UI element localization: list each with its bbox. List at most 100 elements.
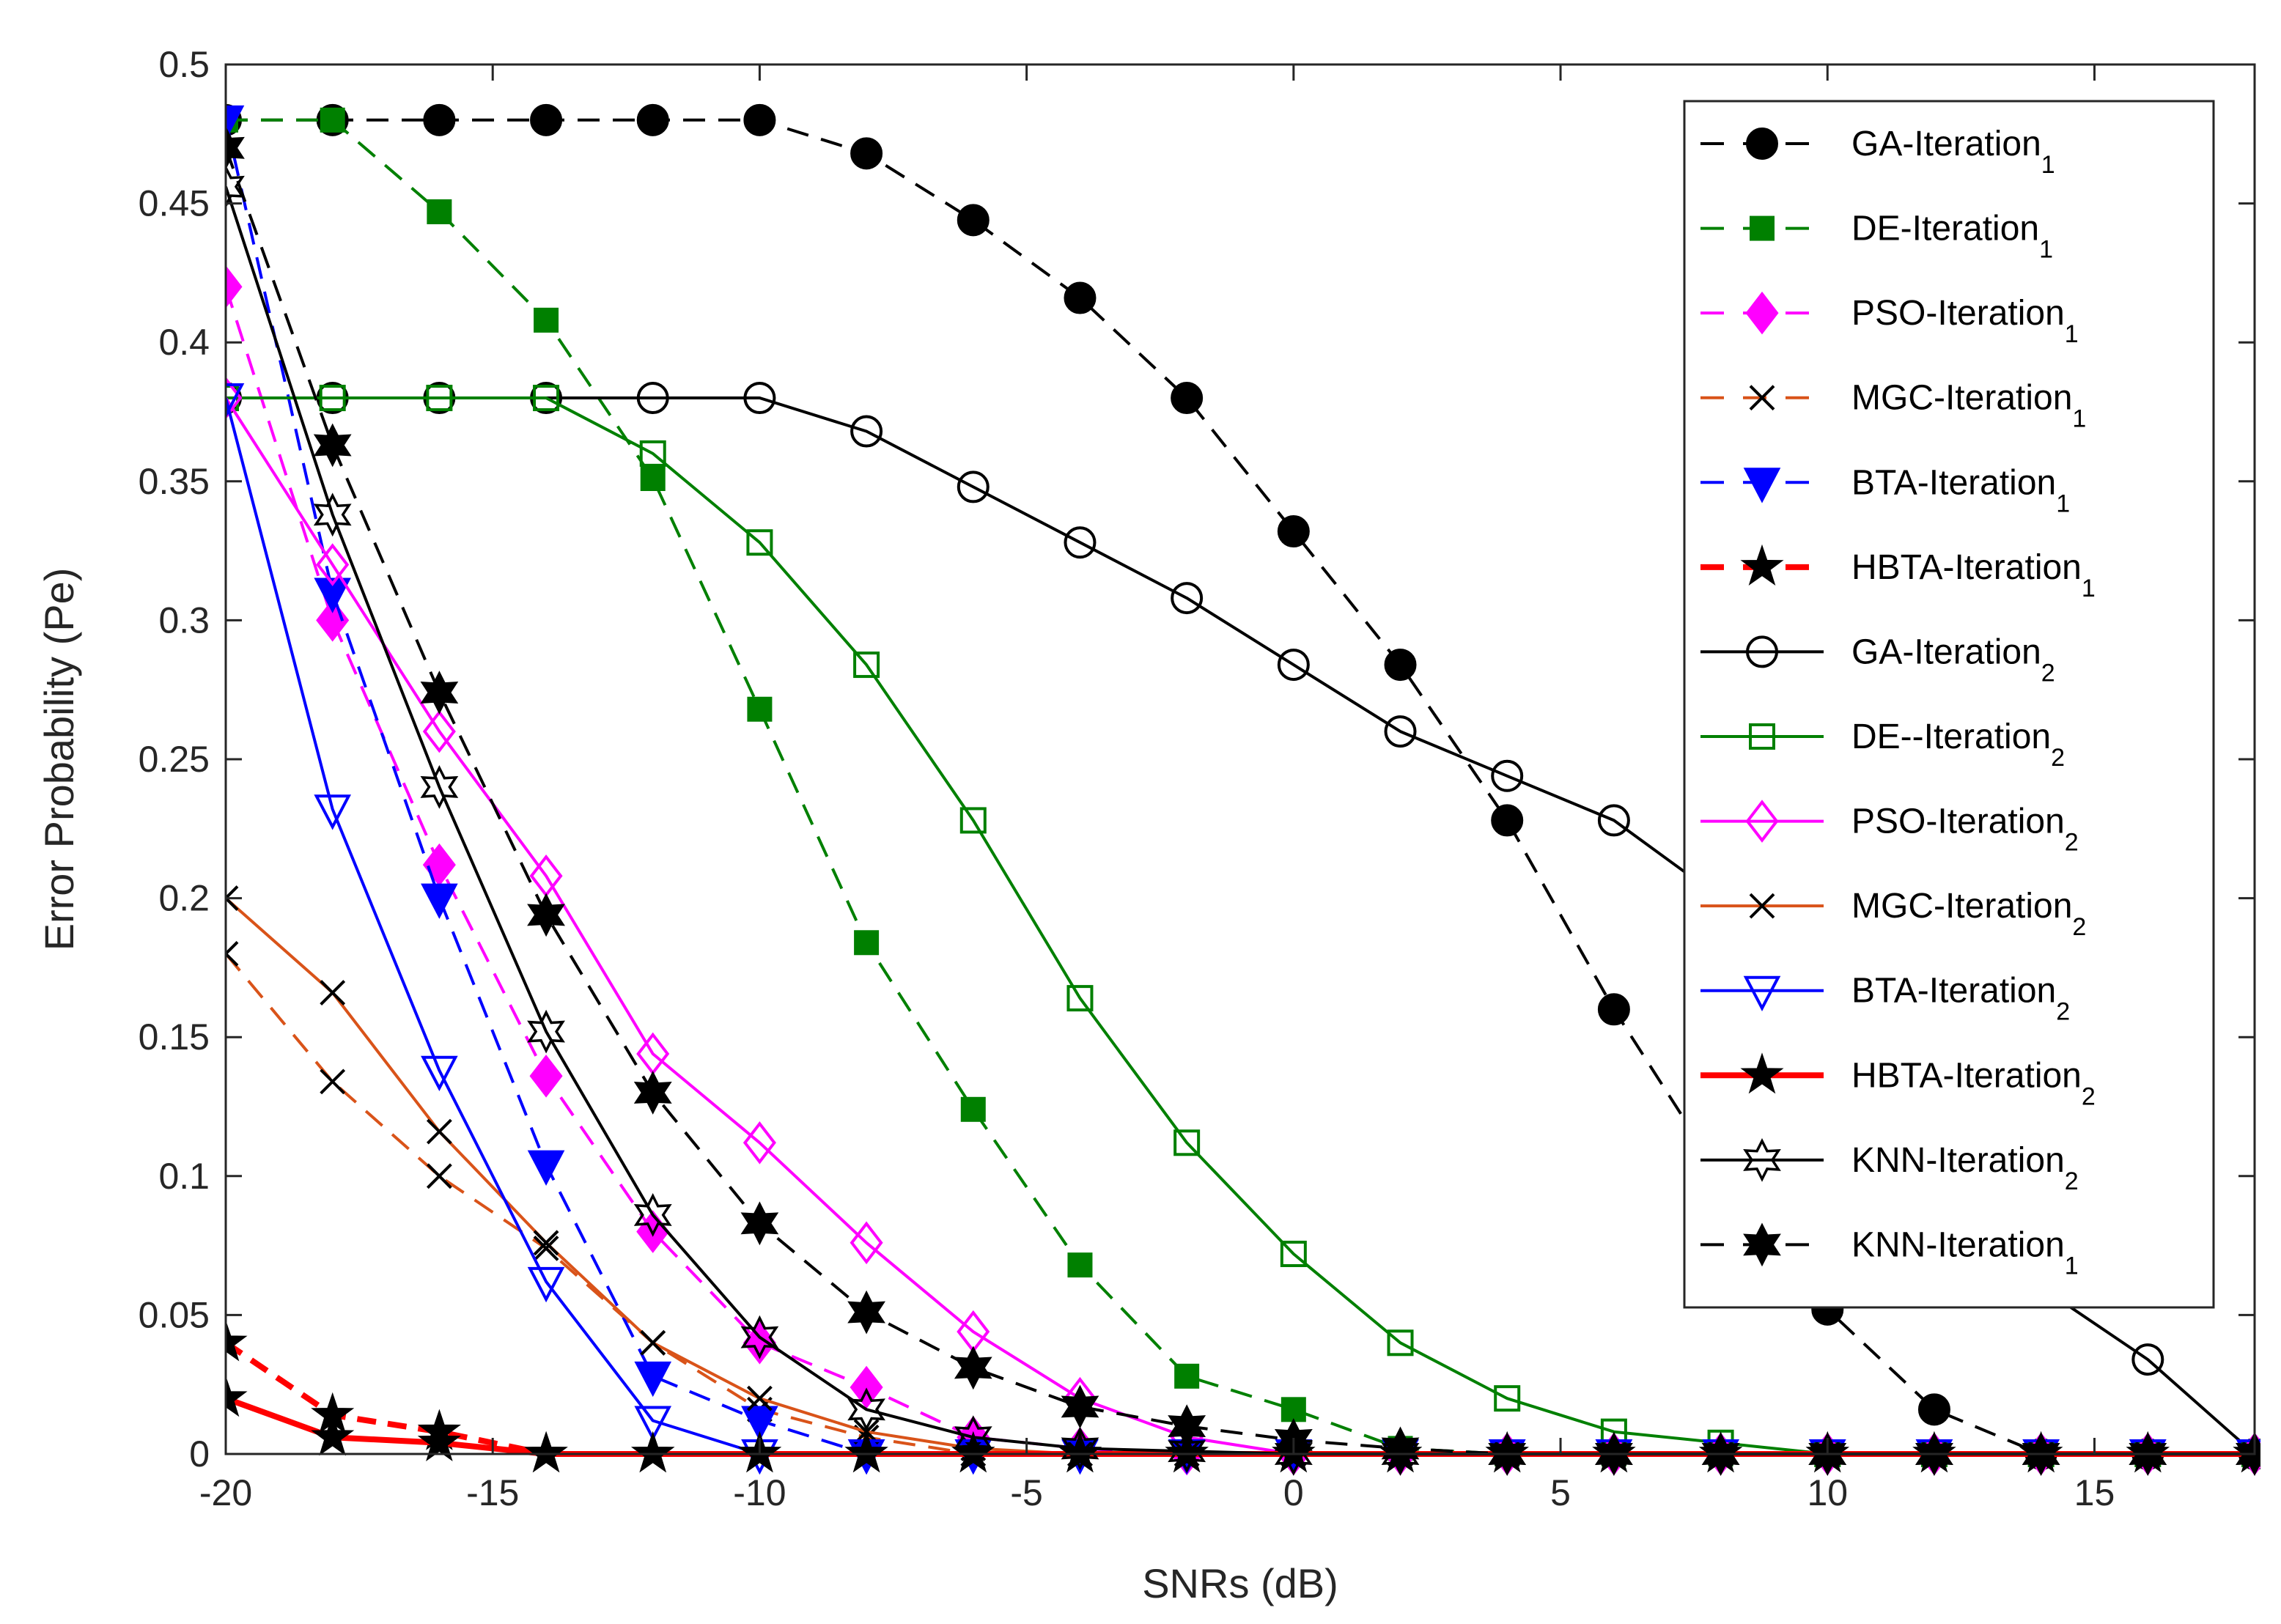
series-point	[747, 696, 773, 722]
series-point	[1173, 1129, 1201, 1156]
legend-label-name: DE--Iteration	[1851, 717, 2051, 756]
series-point	[747, 1385, 773, 1411]
series-point	[959, 807, 987, 834]
legend-label: PSO-Iteration1	[1851, 294, 2079, 348]
legend-marker	[1746, 128, 1778, 160]
series-point	[226, 376, 243, 420]
series-point	[420, 765, 459, 809]
series-point	[226, 125, 245, 170]
series-point	[316, 543, 350, 586]
series-point	[1917, 1393, 1950, 1426]
series-point	[313, 492, 352, 537]
legend-label-subscript: 2	[2065, 1167, 2079, 1195]
legend: GA-Iteration1DE-Iteration1PSO-Iteration1…	[1683, 100, 2215, 1309]
series-point	[631, 1431, 675, 1473]
series-point	[847, 1290, 885, 1335]
series-point	[1494, 1385, 1521, 1412]
legend-label-subscript: 2	[2072, 913, 2086, 941]
legend-label-name: KNN-Iteration	[1851, 1225, 2065, 1264]
series-point	[633, 1193, 672, 1237]
legend-label: HBTA-Iteration2	[1851, 1056, 2096, 1110]
series-point	[426, 1118, 452, 1145]
series-point	[530, 103, 563, 136]
series-point	[1381, 1432, 1420, 1476]
y-tick-label: 0.15	[139, 1016, 210, 1058]
series-point	[1280, 1240, 1307, 1267]
series-point	[636, 103, 669, 136]
series-point	[534, 307, 559, 333]
series-point	[226, 1320, 248, 1362]
series-point	[1061, 1426, 1099, 1471]
series-point	[1066, 985, 1094, 1012]
legend-label-subscript: 2	[2041, 659, 2055, 687]
series-point	[533, 1235, 559, 1261]
series-point	[1384, 715, 1417, 748]
series-point	[422, 709, 456, 753]
series-point	[1168, 1429, 1206, 1474]
series-point	[1064, 281, 1097, 314]
legend-label-subscript: 1	[2072, 405, 2086, 433]
x-tick-label: -5	[1010, 1472, 1042, 1513]
series-point	[742, 1121, 776, 1165]
legend-marker	[1740, 544, 1784, 586]
legend-label-name: KNN-Iteration	[1851, 1141, 2065, 1180]
series-point	[1597, 804, 1630, 837]
series-point	[634, 1406, 672, 1442]
legend-label-name: GA-Iteration	[1851, 632, 2041, 671]
series-point	[1274, 1432, 1313, 1476]
series-point	[226, 164, 245, 209]
x-axis-title: SNRs (dB)	[1142, 1560, 1338, 1606]
series-point	[417, 1420, 461, 1462]
series-point	[533, 385, 560, 412]
series-point	[527, 1009, 565, 1054]
series-point	[524, 1431, 568, 1473]
series-point	[1064, 526, 1097, 559]
series-point	[1171, 582, 1204, 615]
series-point	[423, 103, 456, 136]
series-point	[527, 893, 565, 937]
legend-label: DE-Iteration1	[1851, 210, 2053, 264]
series-point	[854, 930, 880, 956]
series-point	[426, 1163, 452, 1189]
legend-label-subscript: 1	[2065, 320, 2079, 348]
series-point	[1277, 649, 1310, 682]
x-tick-label: 5	[1550, 1472, 1571, 1513]
series-point	[636, 382, 669, 415]
series-point	[1384, 649, 1417, 682]
series-point	[960, 1096, 986, 1122]
y-tick-label: 0.2	[158, 878, 210, 919]
series-point	[314, 577, 351, 613]
legend-label-name: BTA-Iteration	[1851, 463, 2056, 502]
legend-label: HBTA-Iteration1	[1851, 548, 2096, 602]
legend-label: BTA-Iteration2	[1851, 972, 2070, 1026]
series-point	[320, 980, 346, 1005]
series-point	[527, 1266, 565, 1303]
legend-marker	[1745, 800, 1779, 843]
legend-marker	[1743, 1138, 1781, 1182]
legend-label: GA-Iteration1	[1851, 125, 2055, 179]
legend-label-name: MGC-Iteration	[1851, 887, 2072, 926]
legend-label-name: BTA-Iteration	[1851, 972, 2056, 1011]
series-point	[226, 385, 239, 412]
y-tick-label: 0.35	[139, 461, 210, 502]
legend-label: KNN-Iteration1	[1851, 1225, 2079, 1280]
legend-label-subscript: 2	[2065, 829, 2079, 857]
series-point	[527, 1150, 565, 1186]
series-line	[226, 118, 2255, 1455]
legend-label-name: HBTA-Iteration	[1851, 1056, 2082, 1095]
series-point	[313, 423, 352, 468]
legend-marker	[1743, 975, 1781, 1012]
series-point	[1491, 804, 1524, 837]
series-point	[639, 440, 666, 467]
series-point	[743, 382, 776, 415]
series-point	[954, 1346, 992, 1390]
series-point	[1387, 1329, 1414, 1357]
series-point	[1491, 759, 1524, 792]
legend-marker	[1750, 215, 1775, 241]
y-tick-label: 0.45	[139, 183, 210, 224]
series-point	[529, 1055, 563, 1098]
series-point	[1168, 1404, 1206, 1448]
legend-label-name: MGC-Iteration	[1851, 379, 2072, 418]
legend-label: PSO-Iteration2	[1851, 802, 2079, 857]
axes-layer: -20 -15 -10 -5 0 5 10 15 0 0.05 0.1 0.15 0.2 0.25 0.3 0…	[139, 44, 2255, 1513]
